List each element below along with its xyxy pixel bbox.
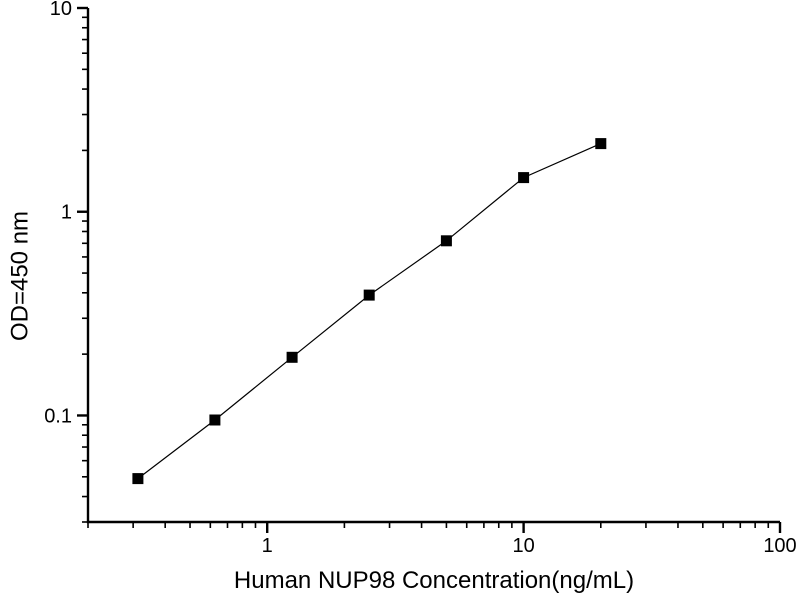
curve-line [137,143,602,480]
data-point-marker [209,414,221,426]
x-axis-title: Human NUP98 Concentration(ng/mL) [234,567,634,594]
data-series-layer [132,138,607,485]
data-point-marker [286,351,298,363]
data-point-marker [595,138,607,150]
y-tick-label: 10 [50,0,72,20]
x-tick-label: 1 [262,535,273,557]
axis-spines [86,8,780,524]
x-tick-label: 10 [512,535,534,557]
y-tick-label: 0.1 [44,405,72,427]
data-point-marker [440,235,452,247]
y-axis-title: OD=450 nm [7,211,34,341]
data-point-marker [132,473,144,485]
data-point-marker [518,172,530,184]
y-tick-label: 1 [61,202,72,224]
data-point-marker [363,289,375,301]
axes-layer: 1 10 100 0.1 1 10 [44,0,797,557]
x-tick-label: 100 [763,535,796,557]
